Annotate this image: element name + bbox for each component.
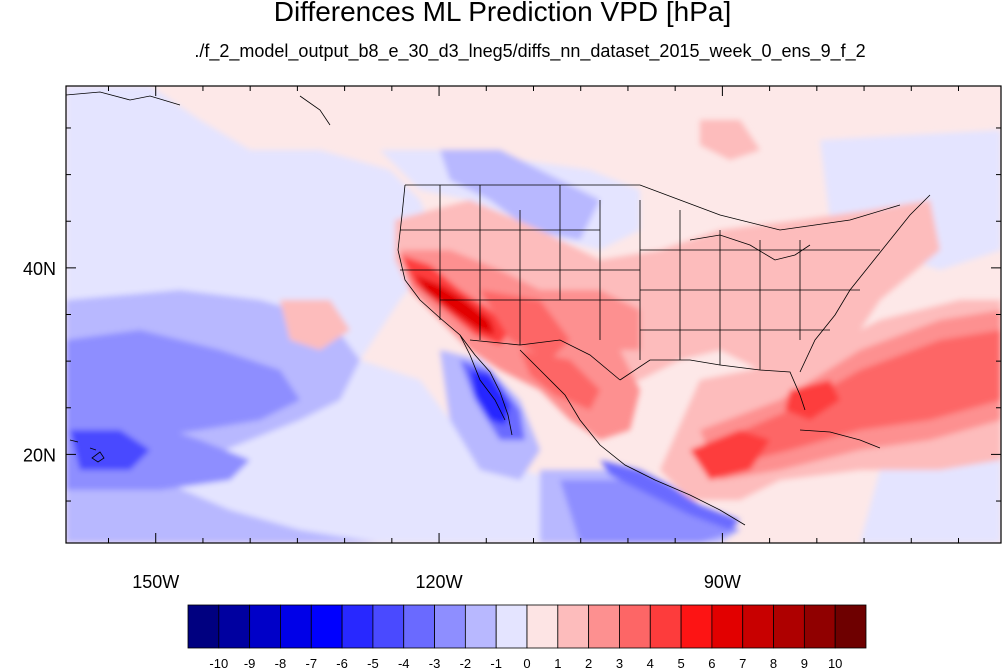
atlantic-coast-usa bbox=[799, 194, 931, 373]
hawaii-islands bbox=[69, 439, 105, 463]
hawaii-dark-blue-region bbox=[70, 430, 150, 470]
atlantic-strong-red-region bbox=[720, 330, 1001, 465]
field-contours bbox=[66, 86, 1001, 543]
great-lakes-outline bbox=[689, 234, 811, 261]
colorbar-label: 3 bbox=[616, 656, 623, 671]
colorbar-label: -9 bbox=[244, 656, 256, 671]
central-america-blue-region bbox=[560, 480, 740, 543]
cuba-outline bbox=[799, 429, 881, 449]
gulf-peak-red-region bbox=[690, 430, 770, 480]
colorbar-swatch bbox=[803, 604, 836, 649]
colorbar-label: 4 bbox=[647, 656, 654, 671]
alaska-coast-fragment bbox=[66, 91, 331, 126]
colorbar-label: 1 bbox=[554, 656, 561, 671]
colorbar-swatch bbox=[310, 604, 343, 649]
colorbar-swatch bbox=[187, 604, 220, 649]
pacific-light-red-region bbox=[280, 300, 350, 350]
chart-subtitle: ./f_2_model_output_b8_e_30_d3_lneg5/diff… bbox=[194, 41, 866, 61]
arizona-strong-red-region bbox=[480, 290, 570, 360]
colorbar bbox=[187, 604, 867, 649]
colorbar-label: -10 bbox=[209, 656, 228, 671]
colorbar-swatch bbox=[249, 604, 281, 649]
colorbar-swatch bbox=[280, 604, 312, 649]
axis-ticks bbox=[66, 86, 1001, 543]
colorbar-swatch bbox=[834, 604, 867, 649]
colorbar-swatch bbox=[218, 604, 251, 649]
colorbar-swatch bbox=[464, 604, 497, 649]
map-field bbox=[66, 86, 1001, 543]
colorbar-labels: -10 -9 -8 -7 -6 -5 -4 -3 -2 -1 0 1 2 3 4 5 6 7 8 9 10 bbox=[209, 656, 842, 671]
colorbar-label: -4 bbox=[398, 656, 410, 671]
colorbar-swatch bbox=[341, 604, 374, 649]
colorbar-swatch bbox=[434, 604, 466, 649]
pacific-blue-region bbox=[66, 330, 300, 440]
mexico-strong-red-region bbox=[520, 350, 600, 410]
colorbar-swatch bbox=[526, 604, 559, 649]
colorbar-label: -5 bbox=[367, 656, 379, 671]
colorbar-label: -1 bbox=[490, 656, 502, 671]
colorbar-swatch bbox=[711, 604, 744, 649]
colorbar-swatch bbox=[372, 604, 405, 649]
colorbar-swatch bbox=[619, 604, 651, 649]
lon-tick-label: 120W bbox=[416, 572, 463, 592]
colorbar-label: -3 bbox=[429, 656, 441, 671]
colorbar-label: 5 bbox=[677, 656, 684, 671]
colorbar-swatch bbox=[495, 604, 528, 649]
colorbar-label: 8 bbox=[770, 656, 777, 671]
state-lines-west bbox=[400, 185, 640, 345]
us-mexico-border bbox=[469, 339, 621, 381]
coastlines bbox=[66, 91, 931, 526]
colorbar-swatch bbox=[649, 604, 682, 649]
mexico-coast-blue-strip bbox=[600, 460, 740, 530]
colorbar-label: 6 bbox=[708, 656, 715, 671]
colorbar-swatch bbox=[588, 604, 620, 649]
colorbar-label: 7 bbox=[739, 656, 746, 671]
us-canada-border bbox=[405, 184, 901, 231]
colorbar-label: 0 bbox=[523, 656, 530, 671]
colorbar-swatch bbox=[680, 604, 713, 649]
texas-red-region bbox=[540, 290, 640, 350]
colorbar-label: 10 bbox=[828, 656, 842, 671]
colorbar-label: -2 bbox=[460, 656, 472, 671]
mexico-gulf-coastline bbox=[519, 349, 746, 526]
gulf-coast-usa bbox=[619, 359, 806, 411]
florida-strong-red-region bbox=[785, 380, 840, 420]
colorbar-label: -8 bbox=[275, 656, 287, 671]
canada-light-red-region bbox=[700, 120, 760, 160]
axis-tick-labels: 150W 120W 90W 40N 20N bbox=[23, 259, 741, 592]
lon-tick-label: 150W bbox=[132, 572, 179, 592]
colorbar-swatch bbox=[403, 604, 435, 649]
baja-coastline bbox=[459, 334, 513, 436]
colorbar-label: 2 bbox=[585, 656, 592, 671]
colorbar-swatch bbox=[557, 604, 590, 649]
lon-tick-label: 90W bbox=[704, 572, 741, 592]
colorbar-swatch bbox=[742, 604, 774, 649]
colorbar-swatch bbox=[773, 604, 805, 649]
lat-tick-label: 20N bbox=[23, 445, 56, 465]
colorbar-label: 9 bbox=[801, 656, 808, 671]
california-peak-red-region bbox=[415, 275, 495, 335]
state-lines-east bbox=[639, 200, 880, 370]
chart-title: Differences ML Prediction VPD [hPa] bbox=[273, 0, 732, 27]
baja-dark-blue-region bbox=[470, 370, 510, 425]
lat-tick-label: 40N bbox=[23, 259, 56, 279]
colorbar-label: -7 bbox=[305, 656, 317, 671]
colorbar-label: -6 bbox=[336, 656, 348, 671]
